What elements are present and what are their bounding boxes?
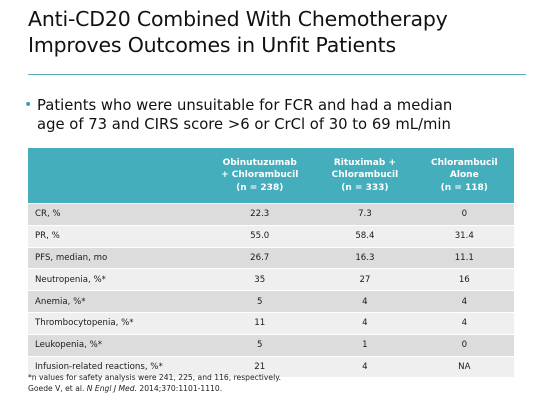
table-row: Anemia, %* 5 4 4 [28,290,514,313]
header-line: Rituximab + [333,157,396,168]
cell-value: 26.7 [204,246,316,269]
cell-value: 16.3 [315,246,415,269]
table-row: Thrombocytopenia, %* 11 4 4 [28,311,514,335]
table-row: CR, % 22.3 7.3 0 [28,203,514,226]
table-header-rituximab: Rituximab + Chlorambucil (n = 333) [315,148,415,204]
reference-authors: Goede V, et al. [28,384,87,393]
cell-value: 27 [315,268,415,291]
header-line: (n = 118) [440,182,488,193]
row-label: PR, % [28,224,205,248]
cell-value: 5 [204,333,316,357]
cell-value: 55.0 [204,224,316,248]
row-label: Leukopenia, %* [28,333,205,357]
bullet-text-line-2: age of 73 and CIRS score >6 or CrCl of 3… [37,116,451,133]
header-line: (n = 333) [341,182,389,193]
reference-journal: N Engl J Med. [86,384,137,393]
table-header-empty [28,148,205,204]
slide-title-line-1: Anti-CD20 Combined With Chemotherapy [28,7,448,31]
slide-title-line-2: Improves Outcomes in Unfit Patients [28,33,396,57]
header-line: Chlorambucil [331,170,399,181]
cell-value: 35 [204,268,316,291]
cell-value: 4 [315,355,415,378]
table-row: PFS, median, mo 26.7 16.3 11.1 [28,246,514,269]
cell-value: 4 [414,290,514,313]
cell-value: 0 [414,333,514,357]
table-header-obinutuzumab: Obinutuzumab + Chlorambucil (n = 238) [204,148,316,204]
row-label: Thrombocytopenia, %* [28,311,205,335]
cell-value: 4 [315,311,415,335]
row-label: PFS, median, mo [28,246,205,269]
bullet-text-line-1: Patients who were unsuitable for FCR and… [37,97,453,114]
row-label: Neutropenia, %* [28,268,205,291]
cell-value: NA [414,355,514,378]
cell-value: 5 [204,290,316,313]
table-header-row: Obinutuzumab + Chlorambucil (n = 238) Ri… [28,148,514,204]
cell-value: 31.4 [414,224,514,248]
cell-value: 4 [315,290,415,313]
row-label: Infusion-related reactions, %* [28,355,205,378]
header-line: (n = 238) [236,182,284,193]
cell-value: 4 [414,311,514,335]
cell-value: 7.3 [315,203,415,226]
table-row: Neutropenia, %* 35 27 16 [28,268,514,291]
bullet-dot-icon: • [24,97,33,113]
title-divider [28,74,526,75]
results-table: Obinutuzumab + Chlorambucil (n = 238) Ri… [28,148,514,378]
slide-title: Anti-CD20 Combined With Chemotherapy Imp… [28,6,528,58]
table-header-chlorambucil: Chlorambucil Alone (n = 118) [414,148,514,204]
table-row: Leukopenia, %* 5 1 0 [28,333,514,357]
reference-citation: 2014;370:1101-1110. [136,384,223,393]
cell-value: 0 [414,203,514,226]
footnote-safety-note: *n values for safety analysis were 241, … [28,373,282,382]
cell-value: 21 [204,355,316,378]
cell-value: 11 [204,311,316,335]
header-line: + Chlorambucil [221,170,299,181]
cell-value: 16 [414,268,514,291]
cell-value: 11.1 [414,246,514,269]
footnote: *n values for safety analysis were 241, … [28,372,528,394]
header-line: Obinutuzumab [222,157,297,168]
row-label: CR, % [28,203,205,226]
header-line: Chlorambucil [431,157,498,168]
table-row: PR, % 55.0 58.4 31.4 [28,224,514,248]
table-row: Infusion-related reactions, %* 21 4 NA [28,355,514,378]
cell-value: 58.4 [315,224,415,248]
cell-value: 22.3 [204,203,316,226]
row-label: Anemia, %* [28,290,205,313]
header-line: Alone [449,170,479,181]
bullet-point: • Patients who were unsuitable for FCR a… [24,96,527,134]
footnote-reference: Goede V, et al. N Engl J Med. 2014;370:1… [28,383,528,394]
cell-value: 1 [315,333,415,357]
